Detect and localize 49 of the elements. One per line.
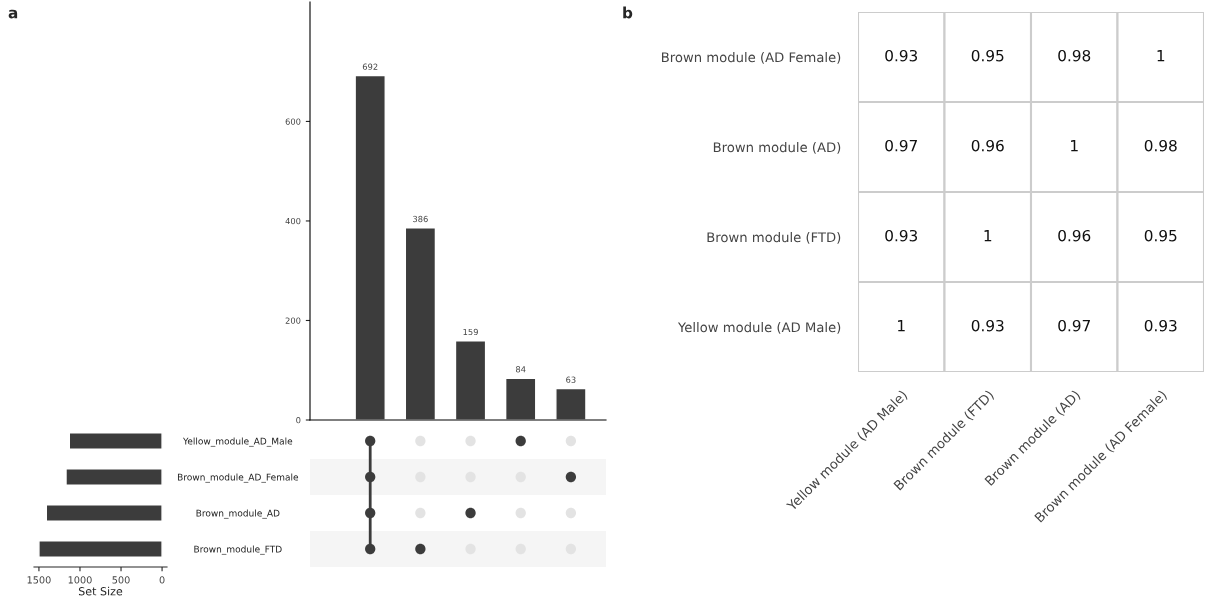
y-tick-label: 200 bbox=[285, 317, 301, 324]
data-label: 0.95 bbox=[971, 49, 1004, 62]
data-label: 1 bbox=[984, 230, 992, 242]
data-label: 692 bbox=[362, 63, 378, 70]
bar bbox=[45, 504, 163, 522]
bar bbox=[38, 540, 163, 558]
x-tick-label: 500 bbox=[112, 576, 130, 584]
bar bbox=[354, 74, 386, 420]
data-label: 0.93 bbox=[971, 319, 1004, 332]
data-label: 1 bbox=[1071, 140, 1078, 152]
data-label: 1 bbox=[1157, 50, 1165, 62]
data-label: 1 bbox=[898, 320, 905, 332]
bar bbox=[454, 340, 487, 420]
x-tick-label: 1000 bbox=[68, 576, 92, 584]
data-label: 63 bbox=[566, 376, 576, 383]
x-tick-label: 0 bbox=[159, 576, 165, 584]
y-tick-label: 0 bbox=[296, 416, 301, 424]
bar bbox=[555, 387, 587, 420]
bar bbox=[504, 377, 537, 420]
y-tick-label: Brown_module_FTD bbox=[194, 545, 282, 555]
y-tick-label: 600 bbox=[285, 118, 301, 125]
y-tick-label: Yellow_module_AD_Male bbox=[182, 437, 293, 447]
data-label: 0.96 bbox=[1058, 229, 1091, 242]
data-label: 0.95 bbox=[1144, 229, 1177, 242]
data-label: 0.96 bbox=[971, 139, 1004, 152]
data-label: 0.97 bbox=[1058, 319, 1090, 332]
y-tick-label: 400 bbox=[285, 217, 301, 225]
bar bbox=[68, 432, 163, 450]
data-label: 0.93 bbox=[885, 229, 918, 242]
data-label: 0.98 bbox=[1058, 49, 1091, 62]
y-tick-label: Brown module (FTD) bbox=[707, 231, 841, 244]
bar bbox=[404, 227, 437, 420]
chart-title: a bbox=[8, 9, 18, 19]
text: b bbox=[623, 6, 633, 19]
x-tick-label: 1500 bbox=[27, 576, 51, 584]
data-label: 386 bbox=[413, 215, 428, 223]
y-tick-label: Brown_module_AD bbox=[196, 509, 280, 519]
data-label: 0.93 bbox=[1144, 319, 1177, 332]
bar bbox=[65, 468, 163, 486]
data-label: 0.97 bbox=[885, 139, 917, 152]
data-label: 0.93 bbox=[885, 49, 918, 62]
data-label: 159 bbox=[463, 328, 478, 336]
y-tick-label: Brown module (AD) bbox=[713, 141, 841, 154]
data-label: 84 bbox=[515, 366, 526, 373]
y-tick-label: Yellow module (AD Male) bbox=[677, 321, 841, 334]
y-tick-label: Brown_module_AD_Female bbox=[177, 473, 299, 483]
x-axis-title: Set Size bbox=[78, 586, 123, 596]
y-tick-label: Brown module (AD Female) bbox=[662, 51, 841, 64]
data-label: 0.98 bbox=[1144, 139, 1177, 152]
